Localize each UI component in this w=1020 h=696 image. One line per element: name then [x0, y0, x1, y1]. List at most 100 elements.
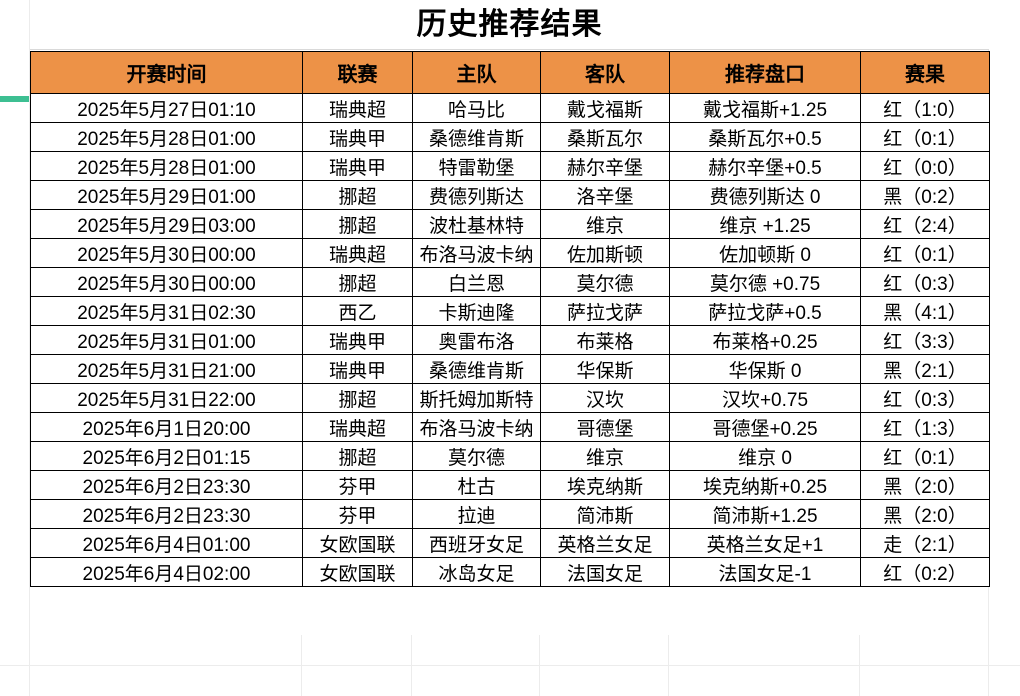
cell-away-team[interactable]: 英格兰女足 — [540, 528, 670, 558]
cell-away-team[interactable]: 维京 — [540, 441, 670, 471]
cell-match-time[interactable]: 2025年5月30日00:00 — [30, 267, 303, 297]
column-header-result[interactable]: 赛果 — [860, 51, 990, 94]
cell-result[interactable]: 红（2:4） — [860, 209, 990, 239]
cell-match-time[interactable]: 2025年6月1日20:00 — [30, 412, 303, 442]
cell-result[interactable]: 红（0:3） — [860, 267, 990, 297]
cell-away-team[interactable]: 简沛斯 — [540, 499, 670, 529]
cell-result[interactable]: 红（0:2） — [860, 557, 990, 587]
table-row[interactable]: 2025年5月28日01:00 瑞典甲 特雷勒堡 赫尔辛堡 赫尔辛堡+0.5 红（0:0） — [30, 151, 990, 181]
cell-match-time[interactable]: 2025年6月2日01:15 — [30, 441, 303, 471]
cell-match-time[interactable]: 2025年6月2日23:30 — [30, 499, 303, 529]
cell-result[interactable]: 红（1:3） — [860, 412, 990, 442]
cell-away-team[interactable]: 埃克纳斯 — [540, 470, 670, 500]
cell-result[interactable]: 黑（0:2） — [860, 180, 990, 210]
cell-match-time[interactable]: 2025年6月4日02:00 — [30, 557, 303, 587]
cell-recommended-handicap[interactable]: 简沛斯+1.25 — [669, 499, 861, 529]
cell-league[interactable]: 挪超 — [302, 209, 413, 239]
cell-result[interactable]: 黑（2:0） — [860, 499, 990, 529]
table-row[interactable]: 2025年5月31日21:00 瑞典甲 桑德维肯斯 华保斯 华保斯 0 黑（2:1） — [30, 354, 990, 384]
cell-result[interactable]: 红（0:0） — [860, 151, 990, 181]
cell-recommended-handicap[interactable]: 维京 0 — [669, 441, 861, 471]
cell-league[interactable]: 瑞典甲 — [302, 151, 413, 181]
cell-league[interactable]: 女欧国联 — [302, 528, 413, 558]
table-row[interactable]: 2025年5月29日01:00 挪超 费德列斯达 洛辛堡 费德列斯达 0 黑（0:2） — [30, 180, 990, 210]
cell-away-team[interactable]: 汉坎 — [540, 383, 670, 413]
cell-result[interactable]: 红（0:3） — [860, 383, 990, 413]
cell-league[interactable]: 挪超 — [302, 267, 413, 297]
cell-recommended-handicap[interactable]: 维京 +1.25 — [669, 209, 861, 239]
cell-match-time[interactable]: 2025年5月31日01:00 — [30, 325, 303, 355]
cell-away-team[interactable]: 桑斯瓦尔 — [540, 122, 670, 152]
cell-result[interactable]: 红（0:1） — [860, 122, 990, 152]
cell-match-time[interactable]: 2025年5月29日03:00 — [30, 209, 303, 239]
cell-home-team[interactable]: 拉迪 — [412, 499, 541, 529]
cell-result[interactable]: 红（1:0） — [860, 93, 990, 123]
cell-result[interactable]: 黑（4:1） — [860, 296, 990, 326]
cell-home-team[interactable]: 波杜基林特 — [412, 209, 541, 239]
cell-match-time[interactable]: 2025年5月27日01:10 — [30, 93, 303, 123]
cell-result[interactable]: 红（0:1） — [860, 441, 990, 471]
table-row[interactable]: 2025年5月30日00:00 挪超 白兰恩 莫尔德 莫尔德 +0.75 红（0:3） — [30, 267, 990, 297]
cell-league[interactable]: 瑞典超 — [302, 93, 413, 123]
cell-home-team[interactable]: 杜古 — [412, 470, 541, 500]
column-header-home[interactable]: 主队 — [412, 51, 541, 94]
cell-away-team[interactable]: 哥德堡 — [540, 412, 670, 442]
table-row[interactable]: 2025年5月30日00:00 瑞典超 布洛马波卡纳 佐加斯顿 佐加顿斯 0 红（0:1） — [30, 238, 990, 268]
cell-home-team[interactable]: 斯托姆加斯特 — [412, 383, 541, 413]
column-header-away[interactable]: 客队 — [540, 51, 670, 94]
cell-league[interactable]: 挪超 — [302, 383, 413, 413]
cell-match-time[interactable]: 2025年5月29日01:00 — [30, 180, 303, 210]
cell-match-time[interactable]: 2025年5月31日22:00 — [30, 383, 303, 413]
table-row[interactable]: 2025年6月2日23:30 芬甲 拉迪 简沛斯 简沛斯+1.25 黑（2:0） — [30, 499, 990, 529]
cell-recommended-handicap[interactable]: 莫尔德 +0.75 — [669, 267, 861, 297]
cell-home-team[interactable]: 奥雷布洛 — [412, 325, 541, 355]
cell-home-team[interactable]: 莫尔德 — [412, 441, 541, 471]
cell-result[interactable]: 走（2:1） — [860, 528, 990, 558]
cell-away-team[interactable]: 维京 — [540, 209, 670, 239]
cell-league[interactable]: 瑞典超 — [302, 238, 413, 268]
cell-league[interactable]: 女欧国联 — [302, 557, 413, 587]
table-row[interactable]: 2025年6月4日01:00 女欧国联 西班牙女足 英格兰女足 英格兰女足+1 走（2:1… — [30, 528, 990, 558]
cell-recommended-handicap[interactable]: 戴戈福斯+1.25 — [669, 93, 861, 123]
cell-away-team[interactable]: 洛辛堡 — [540, 180, 670, 210]
cell-match-time[interactable]: 2025年5月31日21:00 — [30, 354, 303, 384]
cell-recommended-handicap[interactable]: 华保斯 0 — [669, 354, 861, 384]
cell-away-team[interactable]: 戴戈福斯 — [540, 93, 670, 123]
cell-away-team[interactable]: 莫尔德 — [540, 267, 670, 297]
cell-result[interactable]: 黑（2:1） — [860, 354, 990, 384]
table-row[interactable]: 2025年5月27日01:10 瑞典超 哈马比 戴戈福斯 戴戈福斯+1.25 红（1:0） — [30, 93, 990, 123]
table-row[interactable]: 2025年5月29日03:00 挪超 波杜基林特 维京 维京 +1.25 红（2:4） — [30, 209, 990, 239]
cell-match-time[interactable]: 2025年6月4日01:00 — [30, 528, 303, 558]
table-row[interactable]: 2025年5月31日01:00 瑞典甲 奥雷布洛 布莱格 布莱格+0.25 红（3:3） — [30, 325, 990, 355]
cell-recommended-handicap[interactable]: 萨拉戈萨+0.5 — [669, 296, 861, 326]
table-row[interactable]: 2025年5月31日22:00 挪超 斯托姆加斯特 汉坎 汉坎+0.75 红（0:3） — [30, 383, 990, 413]
cell-league[interactable]: 瑞典甲 — [302, 122, 413, 152]
cell-away-team[interactable]: 华保斯 — [540, 354, 670, 384]
cell-recommended-handicap[interactable]: 布莱格+0.25 — [669, 325, 861, 355]
cell-home-team[interactable]: 桑德维肯斯 — [412, 122, 541, 152]
cell-home-team[interactable]: 哈马比 — [412, 93, 541, 123]
table-row[interactable]: 2025年6月4日02:00 女欧国联 冰岛女足 法国女足 法国女足-1 红（0:2） — [30, 557, 990, 587]
table-row[interactable]: 2025年5月31日02:30 西乙 卡斯迪隆 萨拉戈萨 萨拉戈萨+0.5 黑（4:1） — [30, 296, 990, 326]
column-header-time[interactable]: 开赛时间 — [30, 51, 303, 94]
cell-recommended-handicap[interactable]: 费德列斯达 0 — [669, 180, 861, 210]
cell-league[interactable]: 瑞典甲 — [302, 354, 413, 384]
cell-away-team[interactable]: 布莱格 — [540, 325, 670, 355]
cell-league[interactable]: 瑞典甲 — [302, 325, 413, 355]
cell-recommended-handicap[interactable]: 佐加顿斯 0 — [669, 238, 861, 268]
cell-recommended-handicap[interactable]: 赫尔辛堡+0.5 — [669, 151, 861, 181]
cell-home-team[interactable]: 布洛马波卡纳 — [412, 238, 541, 268]
cell-home-team[interactable]: 桑德维肯斯 — [412, 354, 541, 384]
cell-away-team[interactable]: 法国女足 — [540, 557, 670, 587]
cell-home-team[interactable]: 费德列斯达 — [412, 180, 541, 210]
cell-home-team[interactable]: 特雷勒堡 — [412, 151, 541, 181]
cell-league[interactable]: 挪超 — [302, 441, 413, 471]
cell-home-team[interactable]: 卡斯迪隆 — [412, 296, 541, 326]
cell-home-team[interactable]: 白兰恩 — [412, 267, 541, 297]
cell-match-time[interactable]: 2025年5月30日00:00 — [30, 238, 303, 268]
cell-match-time[interactable]: 2025年5月28日01:00 — [30, 151, 303, 181]
cell-match-time[interactable]: 2025年6月2日23:30 — [30, 470, 303, 500]
cell-away-team[interactable]: 佐加斯顿 — [540, 238, 670, 268]
cell-recommended-handicap[interactable]: 哥德堡+0.25 — [669, 412, 861, 442]
cell-match-time[interactable]: 2025年5月31日02:30 — [30, 296, 303, 326]
